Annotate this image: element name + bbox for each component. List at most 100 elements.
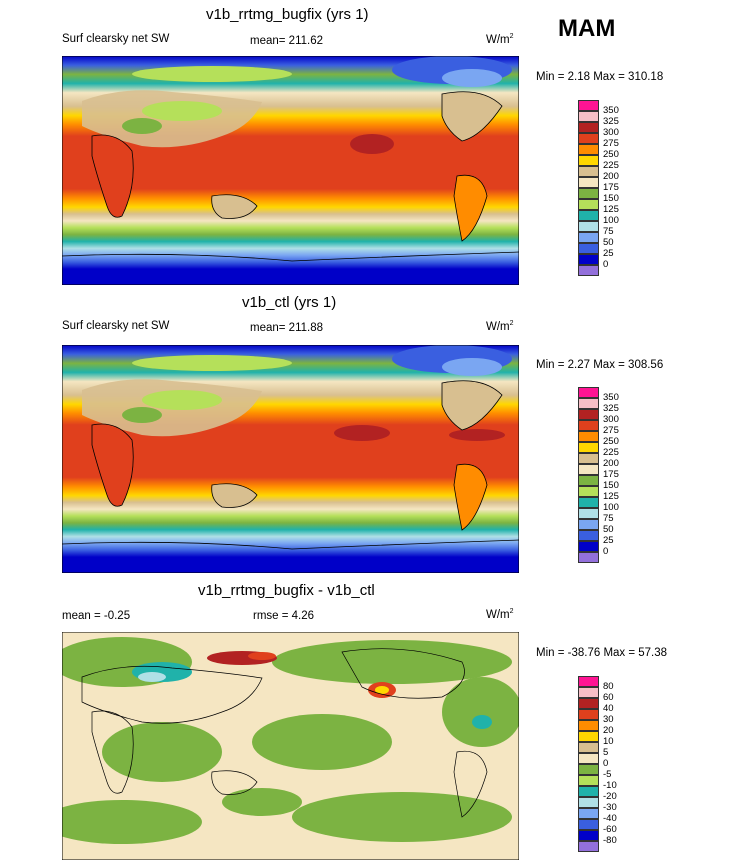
- colorbar-label: 0: [603, 259, 609, 270]
- colorbar-label: 175: [603, 469, 619, 480]
- colorbar-swatch: [578, 210, 599, 221]
- colorbar-label: 250: [603, 436, 619, 447]
- panel-1-units: W/m2: [486, 33, 514, 46]
- colorbar-label: 75: [603, 226, 614, 237]
- colorbar-swatch: [578, 199, 599, 210]
- colorbar-swatch: [578, 687, 599, 698]
- colorbar-label: 125: [603, 491, 619, 502]
- panel-2-title: v1b_ctl (yrs 1): [242, 294, 337, 311]
- colorbar-label: 300: [603, 127, 619, 138]
- colorbar-swatch: [578, 420, 599, 431]
- panel-1-variable-label: Surf clearsky net SW: [62, 33, 170, 45]
- panel-3-rmse: rmse = 4.26: [253, 610, 315, 622]
- colorbar-swatch: [578, 144, 599, 155]
- colorbar-label: 125: [603, 204, 619, 215]
- colorbar-label: 175: [603, 182, 619, 193]
- colorbar-label: 80: [603, 681, 614, 692]
- colorbar-swatch: [578, 486, 599, 497]
- panel-1-mean: mean= 211.62: [250, 35, 323, 47]
- colorbar-label: -40: [603, 813, 617, 824]
- colorbar-swatch: [578, 166, 599, 177]
- colorbar-label: 75: [603, 513, 614, 524]
- colorbar-swatch: [578, 232, 599, 243]
- colorbar-label: -60: [603, 824, 617, 835]
- colorbar-label: 0: [603, 546, 609, 557]
- colorbar-label: 50: [603, 524, 614, 535]
- panel-3-title: v1b_rrtmg_bugfix - v1b_ctl: [198, 582, 375, 599]
- colorbar-swatch: [578, 497, 599, 508]
- panel-2-mean: mean= 211.88: [250, 322, 323, 334]
- colorbar-label: 325: [603, 403, 619, 414]
- colorbar-swatch: [578, 442, 599, 453]
- colorbar-swatch: [578, 243, 599, 254]
- colorbar-label: -5: [603, 769, 612, 780]
- colorbar-label: 60: [603, 692, 614, 703]
- colorbar-swatch: [578, 387, 599, 398]
- colorbar-swatch: [578, 111, 599, 122]
- colorbar-swatch: [578, 221, 599, 232]
- colorbar-swatch: [578, 742, 599, 753]
- colorbar-swatch: [578, 431, 599, 442]
- colorbar-swatch: [578, 819, 599, 830]
- colorbar-label: 150: [603, 480, 619, 491]
- colorbar-swatch: [578, 676, 599, 687]
- panel-1-map: [62, 56, 519, 285]
- colorbar-swatch: [578, 720, 599, 731]
- panel-1-minmax: Min = 2.18 Max = 310.18: [536, 71, 664, 83]
- panel-3-mean: mean = -0.25: [62, 610, 131, 622]
- panel-3-units: W/m2: [486, 608, 514, 621]
- colorbar-swatch: [578, 841, 599, 852]
- colorbar-label: -10: [603, 780, 617, 791]
- panel-2-units: W/m2: [486, 320, 514, 333]
- colorbar-label: 100: [603, 215, 619, 226]
- panel-3-map: [62, 632, 519, 860]
- colorbar-label: 275: [603, 425, 619, 436]
- colorbar-swatch: [578, 797, 599, 808]
- colorbar-swatch: [578, 453, 599, 464]
- colorbar-label: 275: [603, 138, 619, 149]
- colorbar-label: 25: [603, 535, 614, 546]
- colorbar-label: 150: [603, 193, 619, 204]
- colorbar-label: 5: [603, 747, 609, 758]
- colorbar-swatch: [578, 808, 599, 819]
- colorbar-label: -20: [603, 791, 617, 802]
- colorbar-label: 225: [603, 447, 619, 458]
- colorbar-swatch: [578, 786, 599, 797]
- colorbar-swatch: [578, 100, 599, 111]
- colorbar-swatch: [578, 177, 599, 188]
- colorbar-swatch: [578, 122, 599, 133]
- colorbar-label: 200: [603, 171, 619, 182]
- colorbar-label: 50: [603, 237, 614, 248]
- colorbar-label: 25: [603, 248, 614, 259]
- season-label: MAM: [558, 15, 616, 42]
- colorbar-swatch: [578, 764, 599, 775]
- colorbar-swatch: [578, 753, 599, 764]
- panel-2-map: [62, 345, 519, 573]
- colorbar-label: -80: [603, 835, 617, 846]
- colorbar-swatch: [578, 775, 599, 786]
- panel-1-title: v1b_rrtmg_bugfix (yrs 1): [206, 6, 369, 23]
- colorbar-swatch: [578, 254, 599, 265]
- colorbar-swatch: [578, 155, 599, 166]
- colorbar-swatch: [578, 409, 599, 420]
- colorbar-label: 200: [603, 458, 619, 469]
- colorbar-label: 250: [603, 149, 619, 160]
- colorbar-swatch: [578, 519, 599, 530]
- colorbar-swatch: [578, 188, 599, 199]
- colorbar-swatch: [578, 133, 599, 144]
- colorbar-swatch: [578, 830, 599, 841]
- panel-3-minmax: Min = -38.76 Max = 57.38: [536, 647, 668, 659]
- colorbar-swatch: [578, 731, 599, 742]
- colorbar-label: 40: [603, 703, 614, 714]
- colorbar-swatch: [578, 552, 599, 563]
- colorbar-label: 0: [603, 758, 609, 769]
- colorbar-label: 325: [603, 116, 619, 127]
- colorbar-label: 30: [603, 714, 614, 725]
- colorbar-label: -30: [603, 802, 617, 813]
- panel-2-minmax: Min = 2.27 Max = 308.56: [536, 359, 664, 371]
- colorbar-swatch: [578, 508, 599, 519]
- colorbar-swatch: [578, 475, 599, 486]
- colorbar-swatch: [578, 698, 599, 709]
- colorbar-label: 300: [603, 414, 619, 425]
- colorbar-label: 20: [603, 725, 614, 736]
